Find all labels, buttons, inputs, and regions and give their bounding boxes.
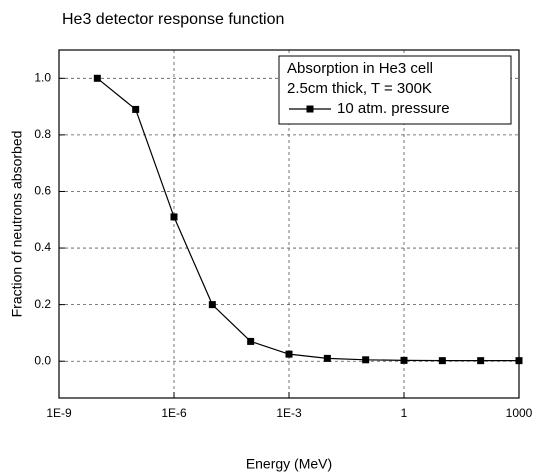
- legend-label: 10 atm. pressure: [337, 100, 450, 117]
- x-tick-label: 1E-3: [276, 406, 302, 420]
- marker: [285, 350, 293, 358]
- y-tick-label: 0.2: [34, 297, 51, 311]
- chart-title: He3 detector response function: [62, 11, 284, 28]
- marker: [132, 105, 140, 113]
- y-tick-label: 0.4: [34, 240, 51, 254]
- marker: [93, 74, 101, 82]
- series-line: [96, 77, 519, 362]
- y-tick-label: 0.6: [34, 184, 51, 198]
- x-axis-label: Energy (MeV): [246, 456, 332, 472]
- y-tick-label: 1.0: [34, 70, 51, 84]
- marker: [208, 301, 216, 309]
- y-tick-label: 0.0: [34, 353, 51, 367]
- legend-title: Absorption in He3 cell: [287, 60, 433, 77]
- marker: [400, 356, 408, 364]
- y-tick-label: 0.8: [34, 127, 51, 141]
- x-tick-label: 1: [401, 406, 408, 420]
- plot-frame: [58, 49, 520, 399]
- x-tick-label: 1000: [506, 406, 533, 420]
- marker: [477, 357, 485, 365]
- marker: [438, 357, 446, 365]
- legend-box: [278, 55, 512, 125]
- marker: [323, 354, 331, 362]
- marker: [515, 357, 523, 365]
- legend-title: 2.5cm thick, T = 300K: [287, 80, 432, 97]
- y-axis-label: Fraction of neutrons absorbed: [9, 131, 25, 318]
- legend: Absorption in He3 cell 2.5cm thick, T = 3…: [278, 55, 512, 125]
- marker: [170, 213, 178, 221]
- x-tick-label: 1E-9: [46, 406, 72, 420]
- marker: [247, 337, 255, 345]
- legend-marker: [306, 105, 314, 113]
- x-tick-label: 1E-6: [161, 406, 187, 420]
- marker: [362, 356, 370, 364]
